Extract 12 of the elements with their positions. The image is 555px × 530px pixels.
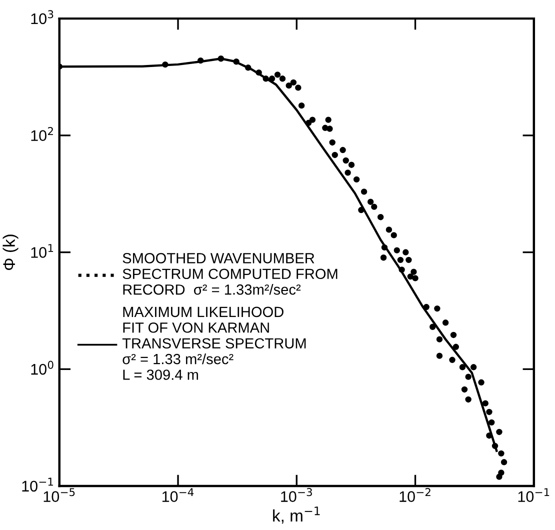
x-tick-label: 10$^{−2}$ (400, 488, 430, 502)
legend-label: MAXIMUM LIKELIHOOD FIT OF VON KARMAN TRANSVERSE SPECTRUM σ² = 1.33 m²/sec² L = 309.4 m (122, 306, 306, 380)
y-tick-label: 10$^{3}$ (31, 10, 54, 24)
x-tick-label: 10$^{−3}$ (281, 488, 312, 502)
legend-label: SMOOTHED WAVENUMBER SPECTRUM COMPUTED FROM RECORD σ² = 1.33m²/sec² (122, 253, 338, 295)
y-axis-title: Φ (k) (2, 234, 18, 270)
x-tick-label: 10$^{−1}$ (518, 488, 550, 502)
y-tick-label: 10$^{1}$ (31, 244, 54, 258)
y-tick-label: 10$^{0}$ (31, 360, 54, 375)
x-tick-label: 10$^{−4}$ (162, 488, 194, 502)
y-tick-label: 10$^{2}$ (31, 127, 53, 141)
x-axis-title: k, m$^{−1}$ (273, 506, 320, 524)
